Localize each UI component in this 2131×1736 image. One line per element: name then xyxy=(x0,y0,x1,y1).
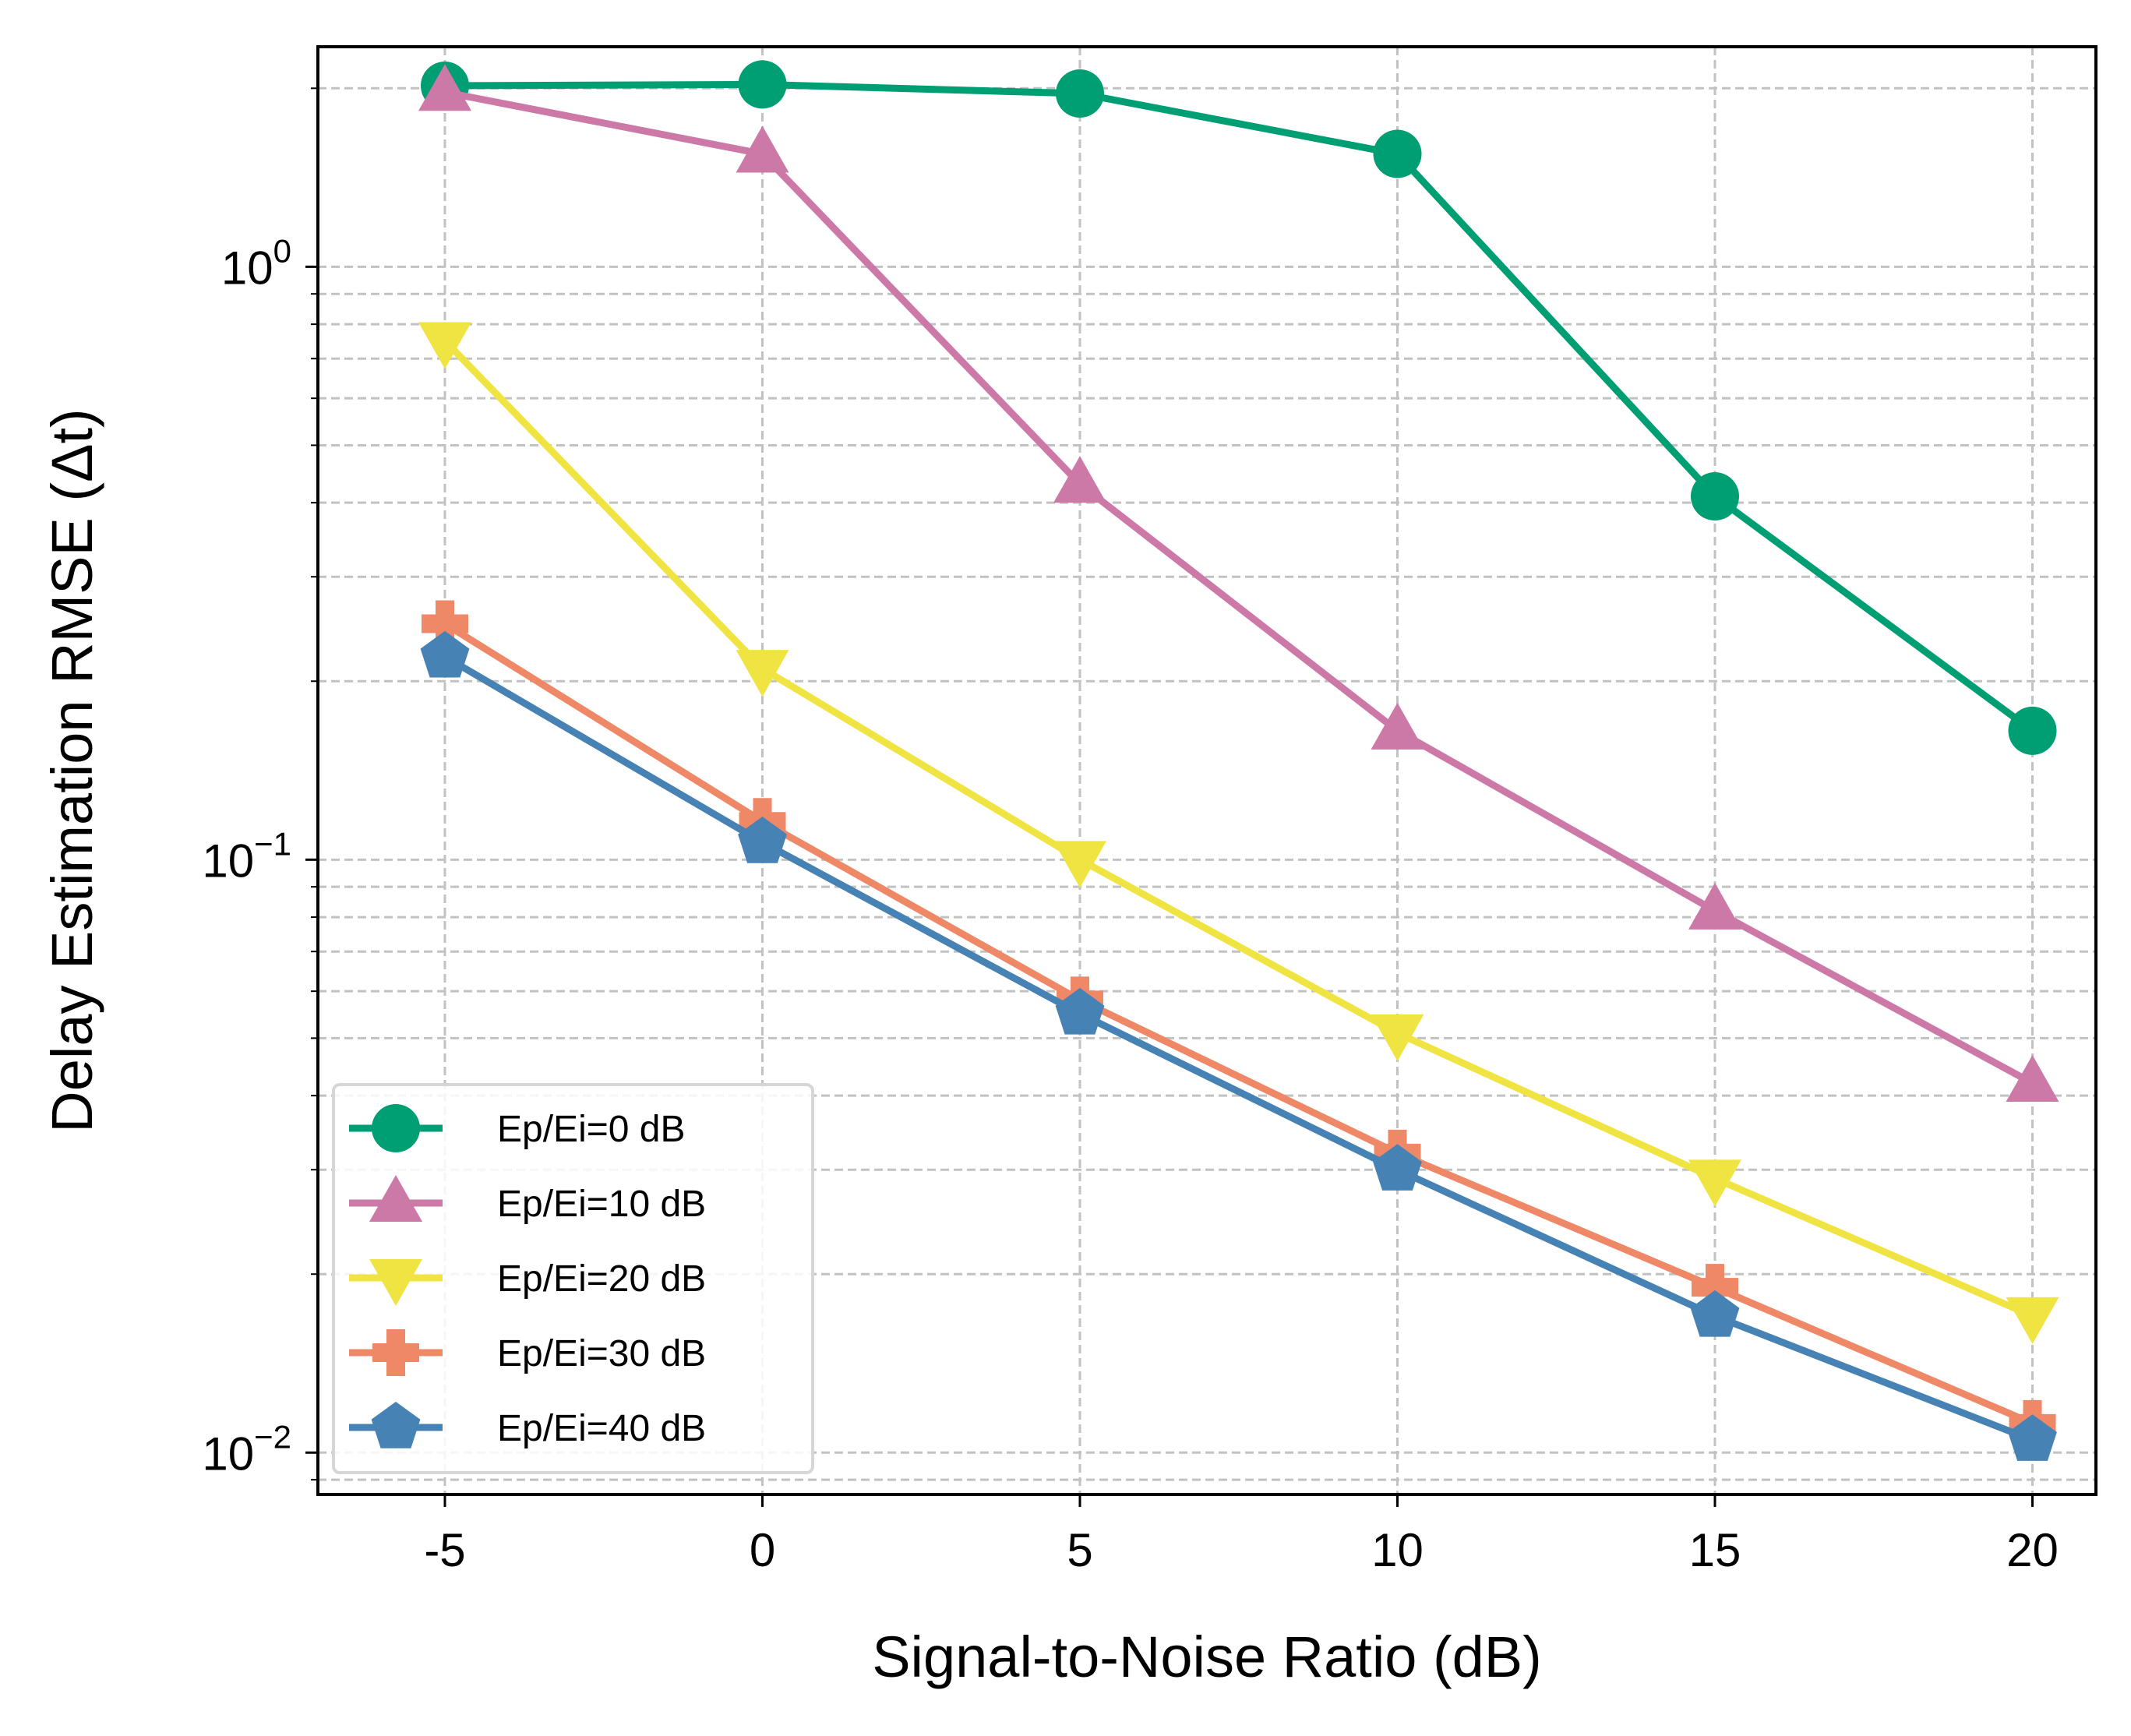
legend-frame xyxy=(332,1083,814,1474)
legend-marker xyxy=(371,1402,421,1448)
data-point xyxy=(1688,882,1741,930)
series-4 xyxy=(420,630,2057,1461)
data-point xyxy=(420,630,470,678)
x-axis-title: Signal-to-Noise Ratio (dB) xyxy=(872,1625,1542,1689)
series-line xyxy=(444,88,2034,1086)
data-point xyxy=(1691,472,1739,521)
legend-label: Ep/Ei=10 dB xyxy=(497,1184,706,1225)
data-point xyxy=(736,650,789,697)
data-point xyxy=(1373,129,1422,178)
data-point xyxy=(736,125,789,173)
series-line xyxy=(444,80,2035,734)
x-tick-label: 5 xyxy=(1067,1524,1092,1576)
x-tick-label: 15 xyxy=(1689,1524,1741,1576)
data-point xyxy=(2008,706,2057,755)
data-point xyxy=(1371,702,1424,750)
data-point xyxy=(1056,69,1104,118)
legend: Ep/Ei=0 dB Ep/Ei=10 dB Ep/Ei=20 dB Ep/Ei=30… xyxy=(332,1083,814,1474)
data-point xyxy=(2006,1055,2059,1103)
legend-entry: Ep/Ei=40 dB xyxy=(349,1402,706,1449)
series-line xyxy=(442,338,2034,1320)
legend-entry: Ep/Ei=30 dB xyxy=(349,1329,706,1376)
legend-marker xyxy=(369,1259,422,1306)
legend-marker xyxy=(372,1329,419,1376)
data-point xyxy=(1690,1290,1740,1337)
x-tick-label: 10 xyxy=(1371,1524,1424,1576)
x-tick-label: 0 xyxy=(750,1524,775,1576)
data-point xyxy=(1053,841,1106,888)
data-point xyxy=(738,817,787,863)
legend-marker xyxy=(369,1175,422,1222)
y-tick-label: 10−1 xyxy=(202,825,291,887)
legend-entry: Ep/Ei=20 dB xyxy=(349,1258,706,1306)
x-tick-label: -5 xyxy=(424,1524,465,1576)
y-axis-title: Delay Estimation RMSE (Δt) xyxy=(40,408,104,1132)
series-1 xyxy=(418,64,2059,1103)
series-2 xyxy=(418,322,2059,1344)
data-point xyxy=(1688,1159,1741,1207)
data-point xyxy=(1055,987,1105,1035)
y-tick-label: 100 xyxy=(221,232,291,294)
series-line xyxy=(443,653,2034,1444)
data-point xyxy=(418,64,471,111)
y-tick-label: 10−2 xyxy=(202,1418,291,1480)
data-point xyxy=(1053,456,1106,503)
data-point xyxy=(418,322,471,369)
data-point xyxy=(1373,1144,1422,1191)
data-point xyxy=(2008,1414,2057,1461)
series-0 xyxy=(421,60,2057,755)
plot-frame xyxy=(316,45,2097,1496)
legend-label: Ep/Ei=40 dB xyxy=(497,1408,706,1449)
legend-marker xyxy=(372,1104,420,1152)
legend-label: Ep/Ei=20 dB xyxy=(497,1258,706,1300)
legend-label: Ep/Ei=30 dB xyxy=(497,1333,706,1374)
legend-label: Ep/Ei=0 dB xyxy=(497,1109,686,1150)
series-line xyxy=(443,620,2034,1427)
data-point xyxy=(738,60,787,109)
data-point xyxy=(1371,1014,1424,1061)
x-tick-label: 20 xyxy=(2006,1524,2059,1576)
data-point xyxy=(1692,1264,1738,1311)
data-point xyxy=(2006,1297,2059,1344)
legend-entry: Ep/Ei=10 dB xyxy=(349,1175,706,1225)
data-point xyxy=(422,600,468,647)
legend-entry: Ep/Ei=0 dB xyxy=(349,1104,686,1152)
